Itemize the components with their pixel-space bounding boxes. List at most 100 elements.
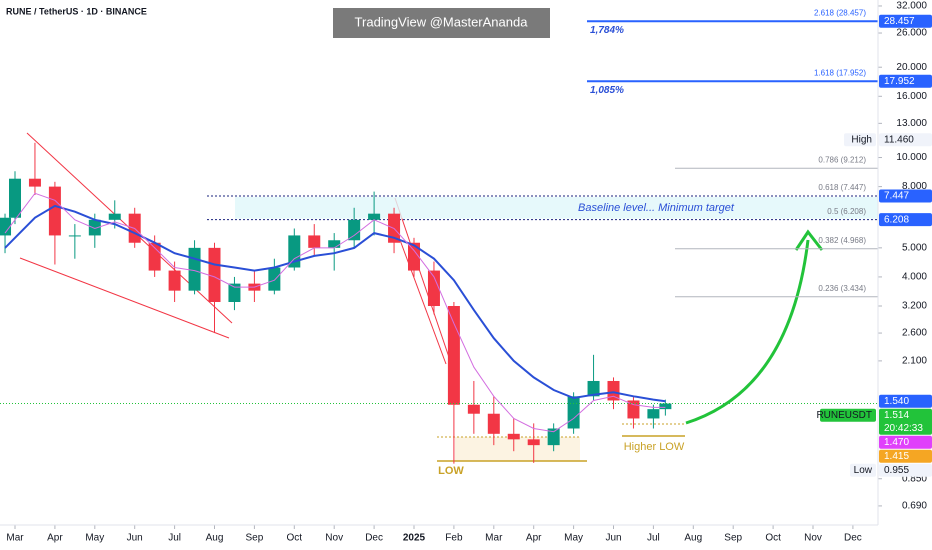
candle-body <box>148 242 161 271</box>
x-tick-label: Mar <box>485 533 503 544</box>
x-tick-label: Feb <box>445 533 463 544</box>
moving-average <box>4 204 666 403</box>
y-tick-label: 13.000 <box>896 118 927 129</box>
candle-body <box>9 178 22 218</box>
y-tick-label: 0.690 <box>902 501 927 512</box>
countdown: 20:42:33 <box>884 423 923 434</box>
candle-body <box>607 380 620 401</box>
candle-body <box>328 240 341 248</box>
fib-label: 0.618 (7.447) <box>818 183 866 192</box>
higher-low-note: Higher LOW <box>624 441 685 453</box>
plot <box>0 5 882 529</box>
candle-body <box>108 213 121 220</box>
y-tick-label: 26.000 <box>896 28 927 39</box>
candle-body <box>507 433 520 440</box>
y-tick-label: 8.000 <box>902 181 927 192</box>
candle-body <box>208 247 221 302</box>
fib-label: 0.236 (3.434) <box>818 284 866 293</box>
price-label: 17.952 <box>884 76 915 87</box>
price-label: 28.457 <box>884 16 915 27</box>
channel-line <box>19 257 230 339</box>
x-tick-label: Sep <box>724 533 742 544</box>
fib-label: 0.382 (4.968) <box>818 236 866 245</box>
price-box <box>879 133 932 147</box>
candle-body <box>567 396 580 429</box>
x-tick-label: Dec <box>365 533 383 544</box>
candle-body <box>427 270 440 307</box>
fib-label: 0.786 (9.212) <box>818 155 866 164</box>
fib-label: 1.618 (17.952) <box>814 68 866 77</box>
candle-body <box>0 217 12 236</box>
candle-body <box>228 283 241 302</box>
watermark: TradingView @MasterAnanda <box>355 14 529 29</box>
candle-body <box>308 235 321 248</box>
fib-percent: 1,784% <box>590 25 624 36</box>
price-tag-box <box>844 133 876 147</box>
watermark-box <box>333 8 550 38</box>
x-tick-label: Apr <box>47 533 63 544</box>
x-tick-label: Jun <box>605 533 621 544</box>
price-label: 1.540 <box>884 396 909 407</box>
y-tick-label: 32.000 <box>896 1 927 12</box>
price-tag: RUNEUSDT <box>816 410 872 421</box>
fib-label: 2.618 (28.457) <box>814 8 866 17</box>
y-tick-label: 4.000 <box>902 272 927 283</box>
price-label: 0.955 <box>884 465 909 476</box>
candle-body <box>348 219 361 241</box>
y-tick-label: 2.100 <box>902 356 927 367</box>
price-label: 1.514 <box>884 410 909 421</box>
x-tick-label: Aug <box>684 533 702 544</box>
price-tag-box <box>820 408 876 422</box>
support-zone <box>455 437 580 461</box>
x-tick-label: May <box>85 533 104 544</box>
candle-body <box>268 267 281 291</box>
candle-body <box>527 439 540 446</box>
chart-title: RUNE / TetherUS · 1D · BINANCE <box>6 6 147 16</box>
x-tick-label: Nov <box>804 533 822 544</box>
y-tick-label: 16.000 <box>896 91 927 102</box>
x-tick-label: Jul <box>647 533 660 544</box>
y-tick-label: 20.000 <box>896 62 927 73</box>
x-tick-label: Dec <box>844 533 862 544</box>
candle-body <box>487 413 500 434</box>
channel-line <box>399 239 447 365</box>
candle-body <box>547 428 560 446</box>
x-tick-label: Mar <box>6 533 24 544</box>
x-tick-label: Jul <box>168 533 181 544</box>
y-tick-label: 10.000 <box>896 152 927 163</box>
price-box <box>879 463 932 477</box>
candle-body <box>659 403 672 410</box>
x-tick-label: Sep <box>246 533 264 544</box>
price-box <box>879 74 932 88</box>
price-box <box>879 14 932 28</box>
candle-body <box>467 404 480 414</box>
x-tick-label: Oct <box>765 533 781 544</box>
x-tick-label: Oct <box>287 533 303 544</box>
x-tick-label: Apr <box>526 533 542 544</box>
price-label: 6.208 <box>884 214 909 225</box>
price-box <box>879 449 932 463</box>
price-tag: Low <box>854 465 873 476</box>
candle-body <box>587 380 600 397</box>
x-tick-label: 2025 <box>403 533 426 544</box>
target-arrow-head <box>794 229 824 251</box>
price-box <box>879 189 932 203</box>
candle-body <box>288 235 301 268</box>
candle-body <box>188 247 201 291</box>
price-tag-box <box>850 463 876 477</box>
price-box <box>879 394 932 408</box>
candle-body <box>447 306 460 405</box>
fib-label: 0.5 (6.208) <box>827 207 866 216</box>
candle-body <box>68 235 81 237</box>
price-box <box>879 408 932 435</box>
candle-body <box>368 213 381 220</box>
price-tag: High <box>851 134 872 145</box>
candle-body <box>408 242 421 271</box>
y-tick-label: 2.600 <box>902 328 927 339</box>
fib-percent: 1,085% <box>590 85 624 96</box>
baseline-note: Baseline level... Minimum target <box>578 202 735 214</box>
candle-body <box>28 178 41 187</box>
price-label: 1.415 <box>884 451 909 462</box>
x-tick-label: Aug <box>206 533 224 544</box>
